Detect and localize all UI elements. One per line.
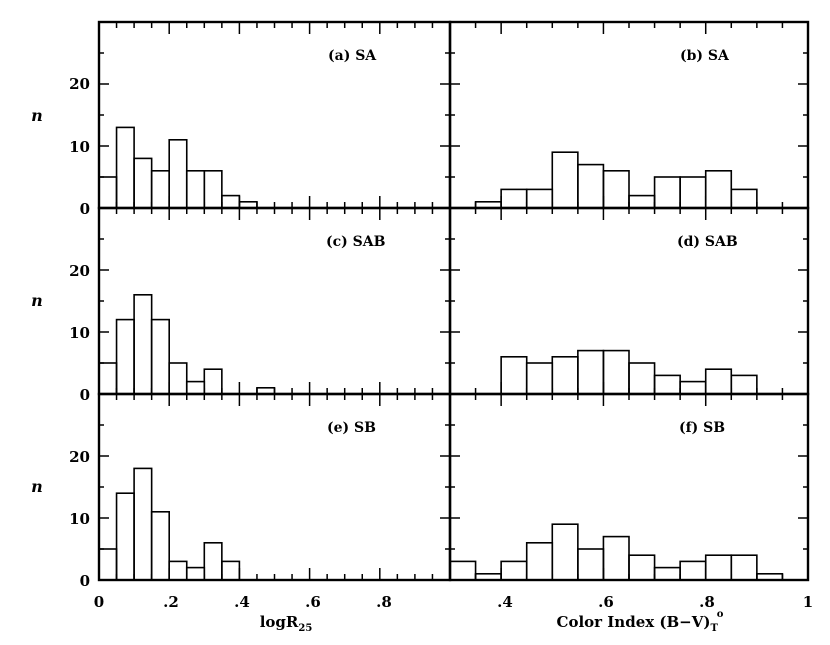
bar-a-3 <box>150 170 170 209</box>
bar-f-6 <box>602 535 630 581</box>
x-tick-label-left-0: 0 <box>94 593 104 611</box>
bar-a-5 <box>185 170 206 209</box>
panel-label-a: (a) SA <box>328 48 377 64</box>
y-tick-label-e-20: 20 <box>69 448 90 466</box>
x-tick-label-left-0.2: .2 <box>163 593 179 611</box>
y-tick-label-c-20: 20 <box>69 262 90 280</box>
panel-f-frame <box>448 392 810 582</box>
bar-c-3 <box>150 318 170 395</box>
panel-label-c: (c) SAB <box>326 234 386 250</box>
bar-f-0 <box>449 560 477 581</box>
bar-a-1 <box>115 126 135 209</box>
bar-f-7 <box>628 554 656 581</box>
bar-c-5 <box>185 380 206 395</box>
bar-d-2 <box>551 355 579 395</box>
bar-b-1 <box>500 188 528 209</box>
panel-f-bars <box>449 523 784 581</box>
bar-f-11 <box>730 554 758 581</box>
bar-c-1 <box>115 318 135 395</box>
bar-e-5 <box>185 566 206 581</box>
bar-a-7 <box>221 194 241 209</box>
panel-d-bars <box>500 349 758 395</box>
y-tick-label-e-10: 10 <box>69 510 90 528</box>
bar-b-6 <box>628 194 656 209</box>
x-axis-title-right-sub: T <box>711 623 719 634</box>
panel-e-bars <box>98 467 241 581</box>
bar-e-1 <box>115 492 135 581</box>
bar-a-2 <box>133 157 153 209</box>
y-tick-label-a-10: 10 <box>69 138 90 156</box>
bar-d-1 <box>525 362 554 395</box>
frames-layer <box>97 20 810 582</box>
x-tick-label-right-0.6: .6 <box>598 593 614 611</box>
bar-f-4 <box>551 523 579 581</box>
bar-b-8 <box>679 176 707 209</box>
bar-d-6 <box>653 374 681 395</box>
bar-f-9 <box>679 560 707 581</box>
bar-e-2 <box>133 467 153 581</box>
x-axis-title-right-sup: o <box>717 609 724 620</box>
x-axis-title-left-main: logR <box>260 613 299 631</box>
y-tick-label-a-20: 20 <box>69 75 90 93</box>
y-axis-label-c: n <box>31 291 43 310</box>
bar-c-6 <box>203 368 223 395</box>
bar-d-0 <box>500 355 528 395</box>
bar-a-6 <box>203 170 223 209</box>
bar-a-4 <box>168 139 188 209</box>
panel-b-bars <box>474 151 758 209</box>
bar-f-8 <box>653 566 681 581</box>
bar-e-6 <box>203 541 223 581</box>
x-axis-title-right: Color Index (B−V)To <box>557 609 724 634</box>
bars-layer <box>98 126 784 581</box>
bar-d-8 <box>704 368 733 395</box>
x-tick-label-right-0.8: .8 <box>699 593 715 611</box>
panel-c-bars <box>98 293 276 395</box>
bar-f-3 <box>525 541 554 581</box>
bar-d-4 <box>602 349 630 395</box>
bar-b-2 <box>525 188 554 209</box>
bar-b-5 <box>602 170 630 209</box>
bar-d-5 <box>628 362 656 395</box>
bar-c-0 <box>98 362 118 395</box>
bar-f-2 <box>500 560 528 581</box>
bar-b-9 <box>704 170 733 209</box>
bar-e-4 <box>168 560 188 581</box>
panel-label-d: (d) SAB <box>677 234 738 250</box>
ticks-layer <box>98 22 809 580</box>
bar-b-3 <box>551 151 579 209</box>
y-axis-label-a: n <box>31 106 43 125</box>
bar-b-4 <box>577 163 605 209</box>
bar-a-0 <box>98 176 118 209</box>
x-tick-label-left-0.4: .4 <box>234 593 250 611</box>
panel-label-e: (e) SB <box>327 420 376 436</box>
panel-label-b: (b) SA <box>680 48 730 64</box>
bar-f-10 <box>704 554 733 581</box>
y-tick-label-a-0: 0 <box>80 200 90 218</box>
bar-d-7 <box>679 380 707 395</box>
x-tick-label-left-0.8: .8 <box>376 593 392 611</box>
bar-f-5 <box>577 548 605 581</box>
x-tick-label-right-0.4: .4 <box>497 593 513 611</box>
y-axis-label-e: n <box>31 477 43 496</box>
x-axis-title-left-sub: 25 <box>298 623 312 634</box>
bar-c-4 <box>168 362 188 395</box>
y-tick-label-c-10: 10 <box>69 324 90 342</box>
y-tick-label-e-0: 0 <box>80 572 90 590</box>
bar-b-7 <box>653 176 681 209</box>
bar-e-7 <box>221 560 241 581</box>
bar-b-10 <box>730 188 758 209</box>
x-tick-label-left-0.6: .6 <box>305 593 321 611</box>
y-tick-label-c-0: 0 <box>80 386 90 404</box>
x-tick-label-right-1: 1 <box>803 593 813 611</box>
bar-c-2 <box>133 293 153 395</box>
x-axis-title-left: logR25 <box>260 613 313 634</box>
bar-e-0 <box>98 548 118 581</box>
bar-e-3 <box>150 510 170 581</box>
bar-d-9 <box>730 374 758 395</box>
bar-d-3 <box>577 349 605 395</box>
panel-a-bars <box>98 126 258 209</box>
panel-label-f: (f) SB <box>679 420 725 436</box>
x-axis-title-right-main: Color Index (B−V) <box>557 613 711 631</box>
